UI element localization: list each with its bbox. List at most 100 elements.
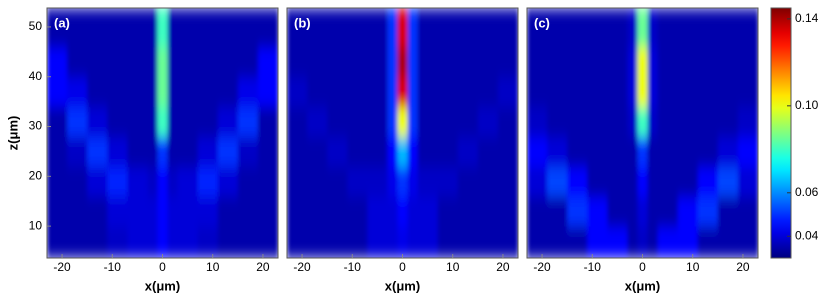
heatmap-cell: [657, 166, 679, 197]
heatmap-cell: [87, 166, 108, 197]
heatmap-cell: [547, 136, 568, 167]
heatmap-cell: [547, 166, 568, 197]
heatmap-cell: [107, 46, 128, 78]
heatmap-cell: [167, 46, 179, 78]
heatmap-cell: [717, 226, 739, 258]
heatmap-cell: [567, 46, 588, 78]
heatmap-cell: [627, 136, 638, 167]
heatmap-clip: [527, 8, 758, 258]
heatmap-cell: [477, 8, 499, 48]
heatmap-cell: [147, 136, 158, 167]
heatmap-cell: [177, 46, 199, 78]
heatmap-cell: [347, 166, 368, 197]
heatmap-cell: [627, 226, 638, 258]
heatmap-cell: [407, 106, 419, 137]
heatmap-cell: [327, 8, 348, 48]
x-tick-label: 20: [736, 260, 750, 274]
heatmap-cell: [177, 226, 199, 258]
heatmap-cell: [627, 46, 638, 78]
heatmap-cell: [197, 106, 219, 137]
heatmap-cell: [387, 46, 398, 78]
heatmap-cell: [587, 76, 608, 108]
heatmap-cell: [677, 8, 699, 48]
heatmap-cell: [567, 8, 588, 48]
heatmap-cell: [457, 136, 479, 167]
heatmap-cell: [697, 196, 719, 227]
heatmap-cell: [217, 8, 239, 48]
heatmap-cell: [627, 196, 638, 227]
heatmap-cell: [177, 136, 199, 167]
heatmap-cell: [657, 8, 679, 48]
heatmap-cell: [607, 196, 628, 227]
heatmap-cell: [127, 166, 148, 197]
panel-label: (b): [294, 15, 311, 30]
heatmap-cell: [147, 8, 158, 48]
heatmap-cell: [237, 196, 259, 227]
y-tick-label: 20: [29, 168, 43, 182]
heatmap-clip: [47, 8, 278, 258]
heatmap-cell: [217, 166, 239, 197]
heatmap-cell: [737, 106, 758, 137]
heatmap-cell: [417, 136, 439, 167]
heatmap-cell: [167, 166, 179, 197]
heatmap-cell: [647, 8, 659, 48]
heatmap-cell: [47, 46, 68, 78]
heatmap-cell: [367, 196, 388, 227]
heatmap-cell: [67, 106, 88, 137]
heatmap-cell: [407, 46, 419, 78]
heatmap-cell: [257, 106, 278, 137]
y-tick-label: 30: [29, 119, 43, 133]
heatmap-cell: [47, 106, 68, 137]
x-axis-label: x(μm): [385, 278, 420, 293]
heatmap-cell: [477, 106, 499, 137]
heatmap-cell: [107, 106, 128, 137]
heatmap-cell: [677, 46, 699, 78]
heatmap-cell: [147, 226, 158, 258]
x-tick-label: -20: [53, 260, 71, 274]
heatmap-cell: [527, 166, 548, 197]
heatmap-cell: [67, 46, 88, 78]
heatmap-cell: [497, 46, 518, 78]
heatmap-cell: [237, 76, 259, 108]
heatmap-cell: [717, 8, 739, 48]
heatmap-cell: [107, 76, 128, 108]
heatmap-cell: [307, 106, 328, 137]
heatmap-cell: [147, 106, 158, 137]
heatmap-cell: [397, 76, 409, 108]
heatmap-cell: [217, 196, 239, 227]
heatmap-cell: [717, 136, 739, 167]
x-tick-label: 0: [399, 260, 406, 274]
heatmap-cell: [257, 196, 278, 227]
heatmap-cell: [477, 196, 499, 227]
heatmap-cell: [717, 196, 739, 227]
heatmap-cell: [307, 226, 328, 258]
heatmap-cell: [647, 46, 659, 78]
heatmap-cell: [457, 226, 479, 258]
heatmap-cell: [107, 8, 128, 48]
x-tick-label: -10: [584, 260, 602, 274]
heatmap-cell: [87, 76, 108, 108]
y-tick-label: 40: [29, 69, 43, 83]
heatmap-cell: [637, 136, 649, 167]
heatmap-cell: [407, 196, 419, 227]
heatmap-cell: [197, 166, 219, 197]
heatmap-cell: [417, 166, 439, 197]
heatmap-cell: [147, 46, 158, 78]
heatmap-cell: [407, 8, 419, 48]
heatmap-cell: [437, 76, 459, 108]
heatmap-cell: [567, 106, 588, 137]
heatmap-cell: [367, 226, 388, 258]
heatmap-cell: [287, 166, 308, 197]
heatmap-cell: [287, 8, 308, 48]
heatmap-cell: [237, 106, 259, 137]
heatmap-cell: [87, 106, 108, 137]
heatmap-cell: [307, 46, 328, 78]
heatmap-cell: [177, 106, 199, 137]
heatmap-cell: [587, 226, 608, 258]
heatmap-cell: [307, 8, 328, 48]
heatmap-cell: [457, 76, 479, 108]
heatmap-cell: [677, 226, 699, 258]
x-tick-label: 0: [639, 260, 646, 274]
heatmap-cell: [647, 166, 659, 197]
